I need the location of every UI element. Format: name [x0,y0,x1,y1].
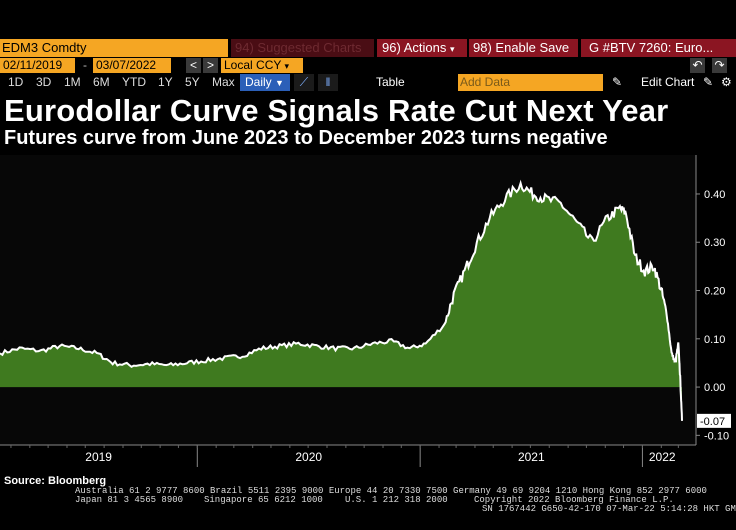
y-tick-label: 0.40 [704,189,725,201]
last-value-badge [697,413,731,428]
chevron-right-icon: > [206,58,214,72]
enable-prefix: 98 [473,40,488,55]
series-area [0,183,682,421]
enable-save-label: Enable Save [495,40,570,55]
period-1m[interactable]: 1M [64,75,81,89]
footer-session-info: SN 1767442 G650-42-170 07-Mar-22 5:14:28… [482,504,736,514]
end-date-field[interactable]: 03/07/2022 [93,58,171,73]
chart-title: Eurodollar Curve Signals Rate Cut Next Y… [4,93,669,128]
period-1y[interactable]: 1Y [158,75,173,89]
y-tick-label: 0.30 [704,237,725,249]
y-tick-label: 0.00 [704,382,725,394]
edit-chart-button[interactable]: Edit Chart [641,75,695,89]
bar-chart-button[interactable]: ǁ [318,74,338,91]
period-ytd[interactable]: YTD [122,75,146,89]
settings-icon[interactable]: ⚙ [721,75,732,89]
start-date-field[interactable]: 02/11/2019 [0,58,75,73]
x-tick-label: 2019 [85,450,112,464]
annotate-icon[interactable]: ✎ [703,75,714,89]
y-tick-label: -0.10 [704,430,729,442]
redo-icon: ↷ [714,58,725,72]
series-line [0,179,683,421]
chart-options-bar: 1D 3D 1M 6M YTD 1Y 5Y Max Daily ▼ ⟋ ǁ Ta… [0,74,736,91]
footer-contacts-line1: Australia 61 2 9777 8600 Brazil 5511 239… [75,486,707,496]
next-period-button[interactable]: > [203,58,218,73]
period-5y[interactable]: 5Y [185,75,200,89]
date-range-bar: 02/11/2019 - 03/07/2022 < > Local CCY ▾ … [0,58,736,73]
x-tick-label: 2020 [295,450,322,464]
y-tick-label: 0.20 [704,286,725,298]
x-axis-band [0,445,696,473]
footer-contacts-us: U.S. 1 212 318 2000 [345,495,448,505]
command-bar: EDM3 Comdty 94) Suggested Charts 96) Act… [0,39,736,57]
date-separator: - [83,58,87,72]
undo-icon: ↶ [692,58,703,72]
enable-save-button[interactable]: 98) Enable Save [469,39,578,57]
frequency-label: Daily [245,75,272,89]
undo-button[interactable]: ↶ [690,58,705,73]
line-chart-button[interactable]: ⟋ [294,74,314,91]
period-1d[interactable]: 1D [8,75,24,89]
add-data-input[interactable]: Add Data [458,74,603,91]
table-button[interactable]: Table [376,75,405,89]
bar-chart-icon: ǁ [325,75,331,89]
last-value-label: -0.07 [700,416,725,428]
frequency-select[interactable]: Daily ▼ [240,74,290,91]
x-tick-label: 2022 [649,450,676,464]
period-max[interactable]: Max [212,75,235,89]
edit-icon[interactable]: ✎ [612,75,623,89]
actions-prefix: 96 [382,40,397,55]
line-chart-icon: ⟋ [299,75,309,89]
footer-contacts-singapore: Singapore 65 6212 1000 [204,495,323,505]
suggested-prefix: 94 [235,40,250,55]
chevron-down-icon: ▼ [275,78,284,88]
chevron-down-icon: ▾ [449,44,455,54]
chart-subtitle: Futures curve from June 2023 to December… [4,127,608,149]
y-tick-label: 0.10 [704,334,725,346]
period-3d[interactable]: 3D [36,75,52,89]
footer-contacts-japan: Japan 81 3 4565 8900 [75,495,184,505]
currency-label: Local CCY [224,58,282,72]
chevron-left-icon: < [189,58,197,72]
footer-copyright: Copyright 2022 Bloomberg Finance L.P. [474,495,674,505]
area-chart: 0.40 0.30 0.20 0.10 0.00 -0.10 -0.07 2019 2020 20… [0,155,731,473]
suggested-charts-label: Suggested Charts [257,40,362,55]
x-tick-label: 2021 [518,450,545,464]
redo-button[interactable]: ↷ [712,58,727,73]
actions-label: Actions [403,40,447,55]
currency-select[interactable]: Local CCY ▾ [221,58,303,73]
prev-period-button[interactable]: < [186,58,201,73]
btv-link[interactable]: G #BTV 7260: Euro... [581,39,736,57]
ticker-field[interactable]: EDM3 Comdty [0,39,228,57]
chevron-down-icon: ▾ [284,61,290,71]
period-6m[interactable]: 6M [93,75,110,89]
suggested-charts-button[interactable]: 94) Suggested Charts [231,39,374,57]
actions-menu[interactable]: 96) Actions ▾ [377,39,467,57]
source-note: Source: Bloomberg [4,475,107,487]
